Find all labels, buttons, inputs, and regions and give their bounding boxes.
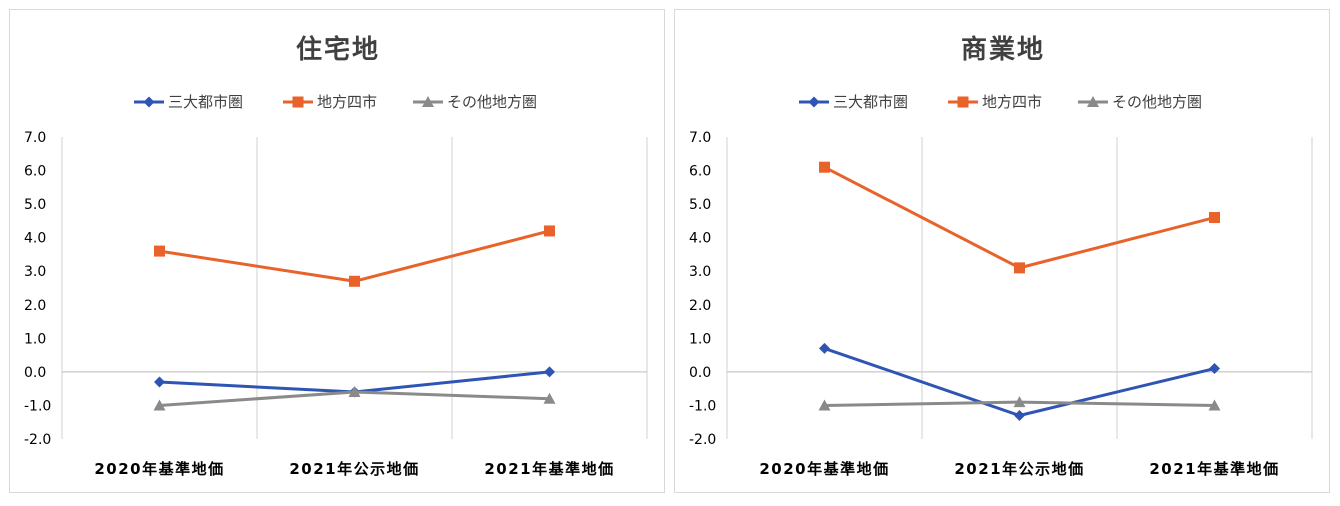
- series-line: [159, 229, 550, 283]
- legend-marker-icon: [292, 96, 304, 108]
- legend-marker-icon: [1087, 96, 1099, 107]
- series-square: [819, 161, 1220, 274]
- legend-label: 地方四市: [982, 93, 1042, 111]
- legend-label: その他地方圏: [447, 93, 537, 111]
- y-tick-label: 1.0: [689, 331, 711, 347]
- data-point: [1014, 410, 1025, 422]
- data-point: [818, 399, 831, 411]
- legend: 三大都市圏 地方四市 その他地方圏: [799, 93, 1202, 111]
- x-category-label: 2021年基準地価: [484, 460, 614, 478]
- legend-marker-icon: [143, 96, 155, 108]
- y-tick-label: 3.0: [24, 264, 46, 280]
- y-tick-label: 7.0: [24, 130, 46, 146]
- series-line: [823, 165, 1215, 270]
- y-tick-label: 0.0: [24, 365, 46, 381]
- y-tick-label: 4.0: [689, 231, 711, 247]
- data-point: [544, 225, 555, 237]
- data-point: [348, 386, 361, 398]
- x-category-label: 2021年公示地価: [954, 460, 1084, 478]
- series-diamond: [819, 342, 1220, 422]
- chart-title: 商業地: [961, 34, 1045, 65]
- y-tick-label: 7.0: [689, 130, 711, 146]
- y-tick-label: -1.0: [24, 398, 51, 414]
- y-tick-label: 3.0: [689, 264, 711, 280]
- chart-title: 住宅地: [296, 34, 380, 65]
- series-square: [154, 225, 555, 287]
- y-tick-label: 5.0: [24, 197, 46, 213]
- data-point: [1209, 363, 1220, 375]
- y-tick-label: 1.0: [24, 331, 46, 347]
- series-triangle: [153, 386, 556, 411]
- legend-marker-icon: [808, 96, 820, 108]
- chart-panel-residential: 住宅地三大都市圏 地方四市 その他地方圏 7.0 6.0 5.0 4.0 3.0 2.0 1.0 0…: [9, 9, 665, 493]
- y-tick-label: 2.0: [24, 298, 46, 314]
- y-tick-label: -1.0: [689, 398, 716, 414]
- data-point: [154, 376, 165, 388]
- x-category-label: 2020年基準地価: [759, 460, 889, 478]
- legend-label: 地方四市: [317, 93, 377, 111]
- data-point: [819, 342, 830, 354]
- y-tick-label: -2.0: [24, 432, 51, 448]
- x-category-label: 2021年基準地価: [1149, 460, 1279, 478]
- legend-label: 三大都市圏: [833, 93, 908, 111]
- y-tick-label: -2.0: [689, 432, 716, 448]
- y-tick-label: 6.0: [689, 164, 711, 180]
- x-category-label: 2021年公示地価: [289, 460, 419, 478]
- legend-label: その他地方圏: [1112, 93, 1202, 111]
- chart-panel-commercial: 商業地三大都市圏 地方四市 その他地方圏 7.0 6.0 5.0 4.0 3.0 2.0 1.0 0…: [674, 9, 1330, 493]
- legend: 三大都市圏 地方四市 その他地方圏: [134, 93, 537, 111]
- data-point: [543, 392, 556, 404]
- y-tick-label: 6.0: [24, 164, 46, 180]
- data-point: [153, 399, 166, 411]
- data-point: [1014, 262, 1025, 274]
- y-tick-label: 2.0: [689, 298, 711, 314]
- x-category-label: 2020年基準地価: [94, 460, 224, 478]
- legend-marker-icon: [422, 96, 434, 107]
- data-point: [544, 366, 555, 378]
- series-triangle: [818, 396, 1221, 411]
- legend-label: 三大都市圏: [168, 93, 243, 111]
- y-tick-label: 0.0: [689, 365, 711, 381]
- data-point: [1013, 396, 1026, 408]
- data-point: [1209, 212, 1220, 224]
- y-tick-label: 4.0: [24, 231, 46, 247]
- legend-marker-icon: [957, 96, 969, 108]
- data-point: [1208, 399, 1221, 411]
- data-point: [819, 161, 830, 173]
- data-point: [349, 275, 360, 287]
- y-tick-label: 5.0: [689, 197, 711, 213]
- data-point: [154, 245, 165, 257]
